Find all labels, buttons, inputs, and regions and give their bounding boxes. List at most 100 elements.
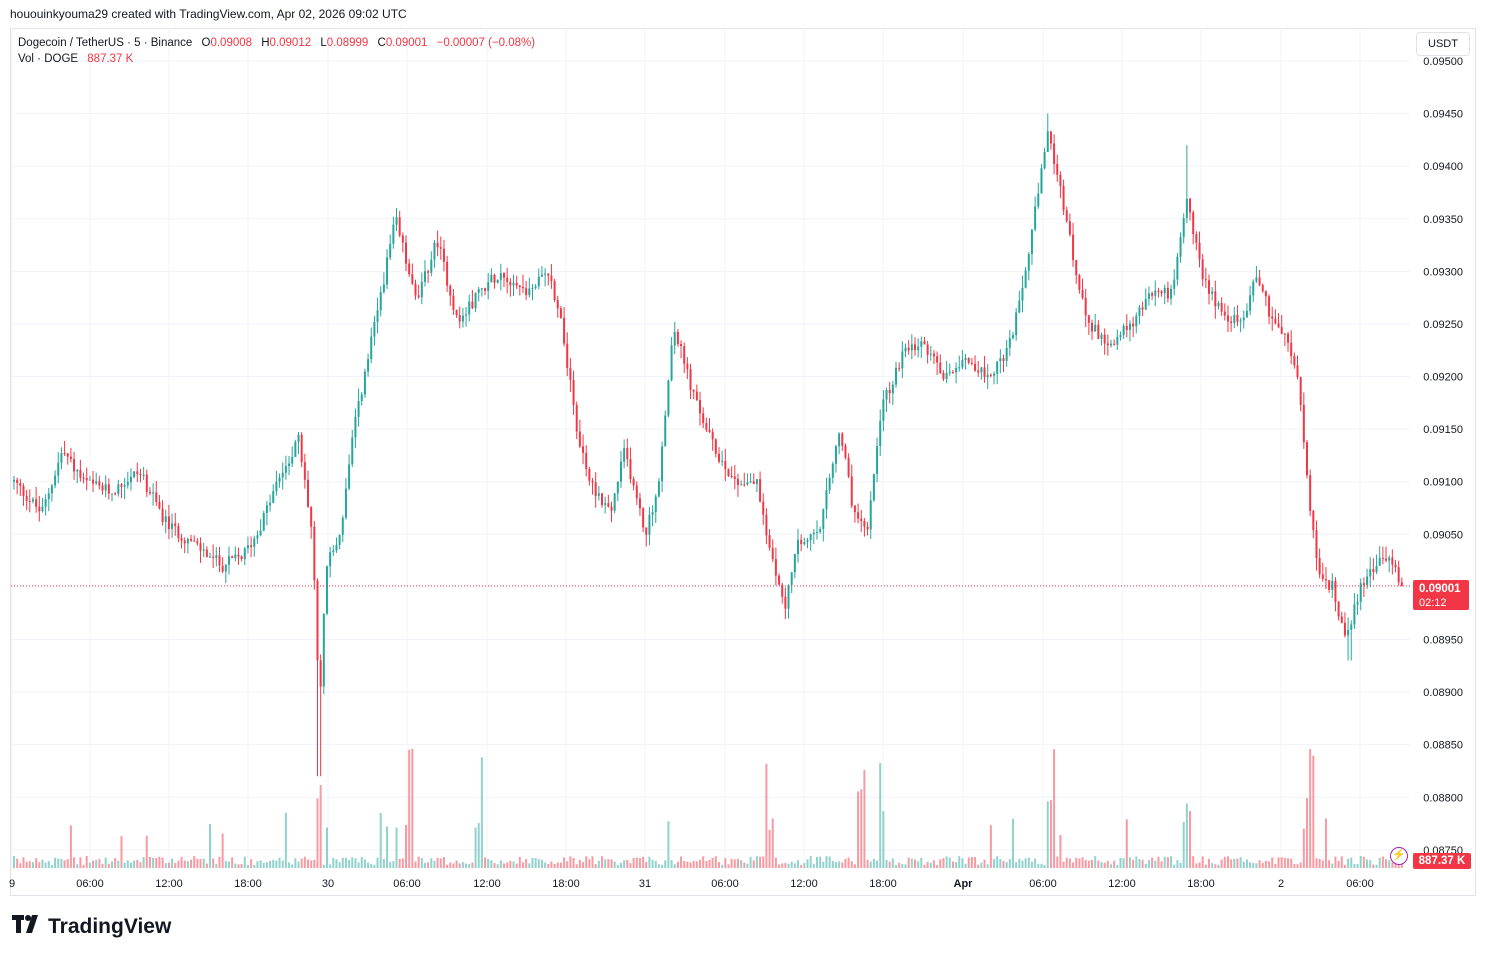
candle-body (866, 526, 869, 530)
candle-body (25, 495, 28, 501)
volume-bar (740, 860, 743, 868)
candle-body (1030, 229, 1033, 254)
candle-body (534, 286, 537, 288)
volume-bar (645, 862, 648, 868)
candle-body (819, 529, 822, 532)
candle-body (1283, 333, 1286, 335)
volume-bar (793, 863, 796, 868)
volume-bar (354, 858, 357, 868)
volume-bar (98, 858, 101, 868)
volume-bar (559, 862, 562, 868)
volume-bar (13, 856, 15, 868)
volume-bar (733, 859, 736, 868)
volume-bar (376, 857, 379, 868)
candle-body (945, 372, 948, 379)
currency-button[interactable]: USDT (1416, 32, 1470, 56)
volume-bar (367, 862, 370, 868)
candle-body (980, 367, 983, 373)
lightning-icon[interactable]: ⚡ (1390, 847, 1408, 865)
volume-bar (243, 856, 246, 868)
volume-bar (1116, 864, 1119, 868)
candle-body (521, 286, 524, 289)
candle-body (275, 481, 278, 492)
price-tick-label: 0.08850 (1423, 740, 1463, 752)
volume-bar (803, 863, 806, 868)
open-value: 0.09008 (210, 37, 253, 49)
volume-bar (1094, 856, 1097, 868)
volume-bar (152, 857, 155, 868)
candle-body (939, 362, 942, 373)
volume-bar (1302, 828, 1305, 868)
candle-body (857, 512, 860, 519)
volume-bar (898, 862, 901, 868)
time-tick-label: 31 (639, 878, 651, 890)
volume-bar (676, 861, 679, 868)
volume-bar (338, 862, 341, 868)
symbol-label[interactable]: Dogecoin / TetherUS · 5 · Binance (18, 37, 193, 49)
volume-bar (16, 858, 19, 868)
candle-body (702, 413, 705, 424)
volume-bar (95, 859, 98, 868)
high-value: 0.09012 (269, 37, 312, 49)
tradingview-logo[interactable]: TradingView (12, 914, 171, 939)
volume-bar (689, 862, 692, 868)
volume-bar (250, 859, 253, 868)
candle-body (838, 433, 841, 447)
candle-body (910, 344, 913, 351)
candle-body (1081, 289, 1084, 298)
candle-body (553, 281, 556, 301)
candle-body (1046, 131, 1049, 152)
volume-label[interactable]: Vol · DOGE (18, 53, 79, 65)
volume-bar (1268, 861, 1271, 868)
volume-bar (202, 858, 205, 868)
volume-bar (379, 812, 382, 868)
volume-bar (480, 757, 483, 868)
candle-body (471, 301, 474, 309)
candle-body (588, 469, 591, 481)
candle-body (19, 483, 22, 486)
volume-bar (841, 862, 844, 868)
volume-bar (1312, 755, 1315, 868)
candle-body (1268, 296, 1271, 317)
candle-body (901, 351, 904, 369)
candle-body (815, 531, 818, 533)
volume-bar (414, 861, 417, 868)
candle-body (246, 545, 249, 549)
candle-body (1166, 287, 1169, 299)
candle-body (913, 344, 916, 351)
volume-bar (711, 857, 714, 868)
candle-body (174, 523, 177, 527)
volume-bar (259, 860, 262, 868)
volume-bar (288, 862, 291, 868)
candle-body (1366, 576, 1369, 586)
volume-bar (888, 861, 891, 868)
volume-bar (1343, 864, 1346, 868)
volume-bar (964, 863, 967, 868)
volume-bar (515, 863, 518, 868)
candle-body (1125, 325, 1128, 330)
volume-bar (300, 858, 303, 868)
candle-body (872, 473, 875, 501)
candle-body (1084, 297, 1087, 316)
volume-bar (623, 860, 626, 868)
volume-bar (1378, 857, 1381, 868)
volume-bar (278, 857, 281, 868)
candle-body (626, 447, 629, 460)
candle-body (996, 361, 999, 374)
candle-body (993, 373, 996, 376)
volume-bar (1084, 859, 1087, 868)
volume-bar (506, 862, 509, 868)
volume-bar (1201, 856, 1204, 868)
candle-body (297, 434, 300, 442)
candle-body (537, 276, 540, 287)
candle-body (1220, 302, 1223, 312)
candle-body (16, 479, 19, 484)
candle-body (683, 346, 686, 364)
volume-bar (1125, 819, 1128, 868)
volume-bar (316, 798, 319, 868)
candle-body (724, 460, 727, 470)
candle-body (904, 347, 907, 352)
volume-bar (525, 859, 528, 868)
tradingview-mark-icon (12, 914, 42, 939)
